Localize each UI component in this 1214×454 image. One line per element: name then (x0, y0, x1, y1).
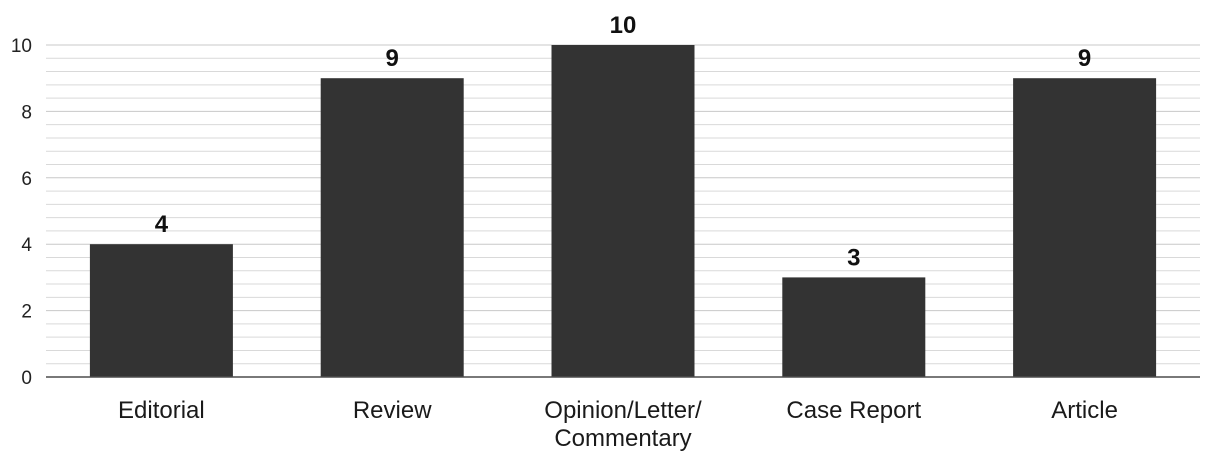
bar (782, 277, 926, 377)
y-tick-label: 2 (21, 302, 32, 323)
bar-value-label: 9 (386, 45, 399, 72)
category-label-line: Article (1051, 397, 1118, 424)
category-label-line: Commentary (554, 425, 691, 452)
category-label: Opinion/Letter/Commentary (544, 397, 702, 452)
category-label-line: Review (353, 397, 432, 424)
category-label: Article (1051, 397, 1118, 424)
y-tick-label: 4 (21, 235, 32, 256)
category-label-line: Editorial (118, 397, 205, 424)
bar-value-label: 10 (610, 12, 637, 39)
y-axis-tick-labels: 0 2 4 6 8 10 (11, 36, 33, 389)
y-tick-label: 6 (21, 169, 32, 190)
category-label: Case Report (786, 397, 921, 424)
category-label-line: Case Report (786, 397, 921, 424)
bar-value-label: 4 (155, 211, 169, 238)
category-labels: Editorial Review Opinion/Letter/Commentary… (118, 397, 1118, 452)
bars (89, 45, 1157, 377)
category-label: Review (353, 397, 432, 424)
bar-value-label: 3 (847, 244, 860, 271)
bar (1013, 78, 1157, 377)
bar-value-label: 9 (1078, 45, 1091, 72)
y-tick-label: 10 (11, 36, 32, 57)
category-label-line: Opinion/Letter/ (544, 397, 702, 424)
bar (320, 78, 464, 377)
y-tick-label: 8 (21, 102, 32, 123)
data-labels: 4 9 10 3 9 (155, 12, 1092, 271)
y-tick-label: 0 (21, 368, 32, 389)
bar (89, 244, 233, 377)
bar (551, 45, 695, 377)
category-label: Editorial (118, 397, 205, 424)
